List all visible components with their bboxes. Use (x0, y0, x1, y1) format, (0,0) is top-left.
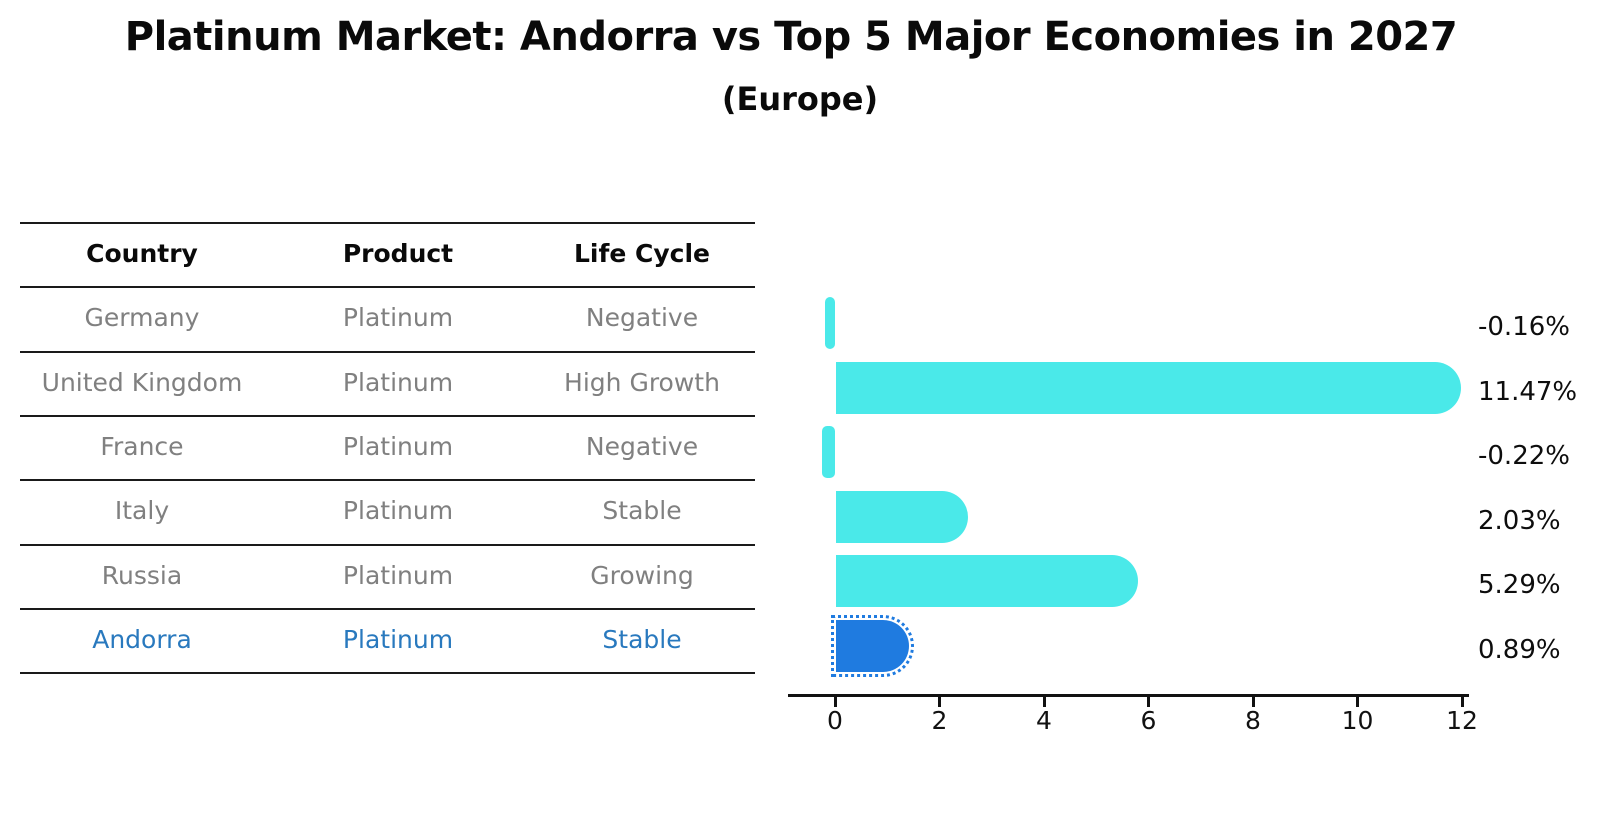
x-tick (1460, 697, 1464, 707)
table-rule (20, 222, 755, 224)
table-cell: Andorra (92, 624, 192, 654)
table-rule (20, 286, 755, 289)
table-cell: Platinum (342, 496, 454, 526)
table-rule (20, 672, 755, 675)
x-axis-line (788, 694, 1469, 697)
table-rule (20, 479, 755, 482)
table-cell: Platinum (342, 560, 454, 590)
bar-value-label: -0.16% (1478, 312, 1570, 342)
table-cell: Russia (101, 560, 183, 590)
table-cell: Platinum (342, 624, 454, 654)
table-rule (20, 350, 755, 353)
x-tick (1356, 697, 1359, 707)
table-cell: Stable (602, 624, 682, 654)
table-cell: Negative (585, 432, 699, 462)
bar-italy (836, 490, 969, 543)
bar-russia (836, 555, 1139, 608)
chart-title: Platinum Market: Andorra vs Top 5 Major … (124, 14, 1458, 60)
table-cell: Platinum (342, 303, 454, 333)
table-cell: Platinum (342, 367, 454, 397)
bar-united-kingdom (836, 361, 1462, 414)
bar-germany (824, 297, 835, 349)
bar-value-label: 11.47% (1478, 376, 1578, 407)
x-tick-label: 8 (1245, 706, 1261, 735)
table-cell: Platinum (342, 432, 454, 462)
x-tick-label: 10 (1341, 706, 1374, 735)
table-cell: Negative (585, 303, 699, 333)
table-cell: Germany (84, 303, 200, 333)
table-rule (20, 543, 755, 546)
x-tick-label: 0 (827, 706, 843, 735)
bar-france (821, 426, 835, 479)
table-cell: Italy (114, 496, 170, 526)
bar-value-label: 2.03% (1478, 505, 1561, 536)
table-header-product: Product (342, 239, 454, 269)
x-tick-label: 2 (931, 706, 948, 735)
table-rule (20, 607, 755, 610)
table-rule (20, 414, 755, 417)
bar-value-label: 0.89% (1478, 635, 1561, 665)
x-tick (1251, 697, 1255, 707)
x-tick (833, 697, 837, 707)
table-cell: France (100, 432, 184, 462)
table-cell: Stable (602, 496, 682, 526)
x-tick-label: 4 (1036, 706, 1052, 735)
x-tick (1147, 697, 1150, 707)
x-tick (1042, 697, 1046, 707)
table-header-country: Country (86, 239, 198, 269)
table-cell: United Kingdom (41, 367, 243, 397)
bar-value-label: -0.22% (1478, 441, 1570, 472)
bar-andorra (831, 615, 914, 677)
chart-subtitle: (Europe) (721, 80, 879, 118)
x-tick (938, 697, 941, 707)
table-cell: Growing (590, 560, 694, 590)
bar-value-label: 5.29% (1478, 570, 1561, 601)
x-tick-label: 12 (1446, 706, 1478, 735)
table-cell: High Growth (564, 367, 720, 397)
table-header-life-cycle: Life Cycle (573, 239, 711, 269)
x-tick-label: 6 (1140, 706, 1157, 735)
